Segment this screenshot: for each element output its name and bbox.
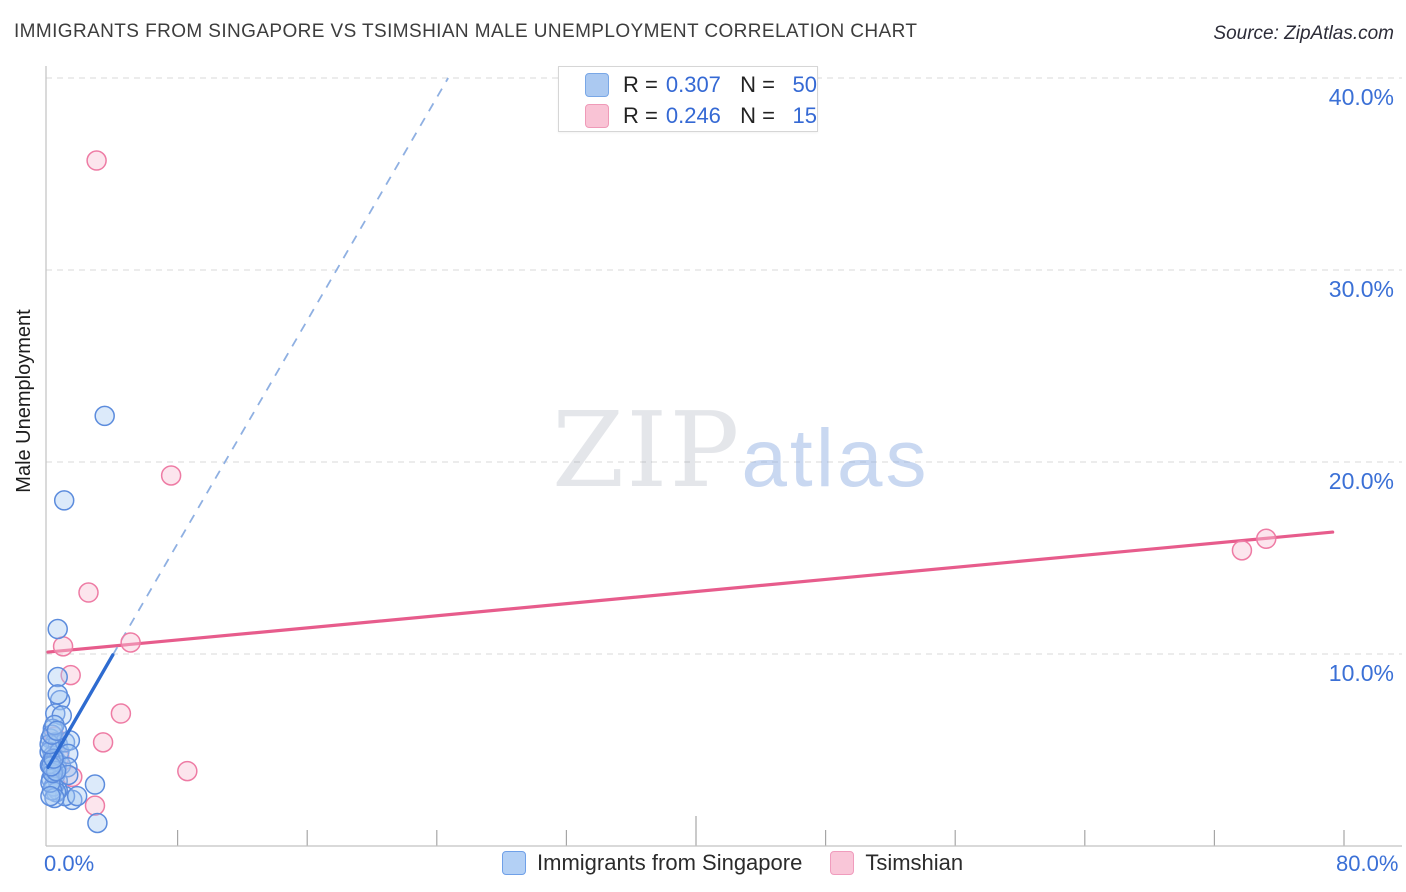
pink-scatter-point[interactable] xyxy=(160,465,182,486)
y-tick-label-10: 10.0% xyxy=(1328,660,1394,686)
blue-scatter-point[interactable] xyxy=(47,684,68,705)
n-label: N = xyxy=(740,71,775,97)
series-legend: Immigrants from Singapore Tsimshian xyxy=(502,850,991,876)
blue-scatter-point[interactable] xyxy=(94,405,115,427)
blue-scatter-point[interactable] xyxy=(66,785,88,807)
blue-series-swatch xyxy=(585,72,609,97)
blue-scatter-point[interactable] xyxy=(47,666,68,688)
pink-scatter-point[interactable] xyxy=(1231,540,1253,561)
blue-trend-line xyxy=(46,653,115,769)
pink-scatter-point[interactable] xyxy=(177,760,198,782)
pink-trend-line xyxy=(46,530,1335,654)
pink-scatter-point[interactable] xyxy=(1255,528,1277,550)
blue-scatter-point[interactable] xyxy=(87,812,108,834)
pink-scatter-point[interactable] xyxy=(52,636,74,657)
source-attribution: Source: ZipAtlas.com xyxy=(1213,23,1394,44)
blue-scatter-point[interactable] xyxy=(40,756,62,777)
legend-row-singapore: R = 0.307 N = 50 xyxy=(585,71,817,98)
r-label: R = xyxy=(623,71,658,97)
pink-scatter-point[interactable] xyxy=(120,632,141,653)
n-value-blue: 50 xyxy=(792,71,817,97)
legend-label-singapore: Immigrants from Singapore xyxy=(537,850,803,875)
pink-series-swatch xyxy=(830,851,855,875)
pink-scatter-point[interactable] xyxy=(84,795,106,816)
blue-scatter-point[interactable] xyxy=(84,774,106,795)
r-value-blue: 0.307 xyxy=(665,71,721,97)
pink-scatter-point[interactable] xyxy=(92,732,114,753)
blue-series-swatch xyxy=(502,851,526,875)
correlation-stats-legend: R = 0.307 N = 50 R = 0.246 N = 15 xyxy=(558,66,818,132)
n-label: N = xyxy=(740,102,775,128)
r-value-pink: 0.246 xyxy=(665,102,721,128)
blue-scatter-point[interactable] xyxy=(40,785,61,807)
blue-scatter-point[interactable] xyxy=(53,490,75,511)
blue-scatter-point[interactable] xyxy=(47,618,68,640)
r-label: R = xyxy=(623,102,658,128)
x-tick-label-0: 0.0% xyxy=(44,851,95,876)
blue-scatter-point[interactable] xyxy=(46,720,68,742)
y-tick-label-20: 20.0% xyxy=(1328,468,1394,494)
pink-scatter-point[interactable] xyxy=(86,150,107,171)
n-value-pink: 15 xyxy=(792,102,817,128)
pink-scatter-point[interactable] xyxy=(60,664,81,686)
blue-trend-extrapolation-dashed xyxy=(112,77,449,656)
x-tick-label-80: 80.0% xyxy=(1336,851,1399,876)
pink-scatter-point[interactable] xyxy=(78,582,99,603)
legend-label-tsimshian: Tsimshian xyxy=(865,850,964,875)
y-axis-title: Male Unemployment xyxy=(13,309,35,493)
y-tick-label-30: 30.0% xyxy=(1328,276,1394,302)
pink-scatter-point[interactable] xyxy=(110,703,132,724)
pink-series-swatch xyxy=(585,103,609,128)
legend-row-tsimshian: R = 0.246 N = 15 xyxy=(585,102,817,129)
blue-scatter-point[interactable] xyxy=(58,764,79,786)
y-tick-label-40: 40.0% xyxy=(1328,84,1394,110)
page-title: IMMIGRANTS FROM SINGAPORE VS TSIMSHIAN M… xyxy=(14,21,918,42)
